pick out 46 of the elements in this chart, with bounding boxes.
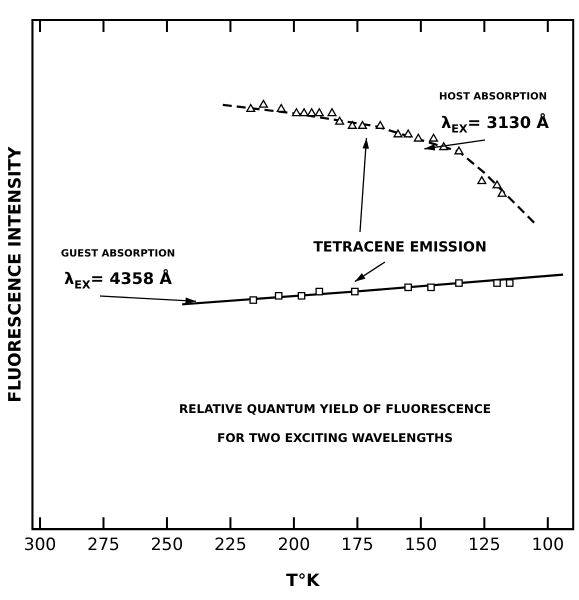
point [493,279,501,287]
point [300,108,309,116]
annotation: TETRACENE EMISSION [313,240,487,256]
x-tick-label: 100 [532,534,564,555]
x-tick-label: 125 [468,534,501,555]
point [429,134,438,142]
point [276,104,286,112]
annotation: RELATIVE QUANTUM YIELD OF FLUORESCENCE [179,402,491,416]
y-axis-title: FLUORESCENCE INTENSITY [6,146,26,403]
x-tick-label: 275 [87,534,120,555]
x-tick-label: 175 [341,534,374,555]
point [477,176,486,184]
point [315,288,324,296]
point [314,108,324,116]
annotation: GUEST ABSORPTION [60,248,176,260]
point [298,292,306,300]
x-axis-title: T°K [286,571,320,592]
point [246,104,256,112]
point [335,116,344,125]
point [455,279,463,287]
point [274,292,283,300]
point [414,134,423,142]
point [307,108,316,116]
point [498,188,507,197]
point [376,120,385,129]
point [393,129,403,138]
point [327,108,337,116]
point [427,284,435,292]
x-tick-label: 150 [404,534,438,555]
point [249,296,258,304]
x-tick-label: 300 [24,534,56,555]
point [358,120,368,129]
point [404,284,412,292]
point [258,100,268,108]
point [506,279,514,287]
point [351,288,359,296]
text: HOST ABSORPTION [439,92,547,103]
point [292,108,301,116]
x-tick-label: 250 [150,534,184,555]
annotation: FOR TWO EXCITING WAVELENGTHS [217,431,453,446]
point [348,120,357,129]
point [404,129,413,138]
point [454,146,464,154]
point [492,180,502,188]
x-tick-label: 200 [278,534,310,555]
x-tick-label: 225 [214,534,247,555]
